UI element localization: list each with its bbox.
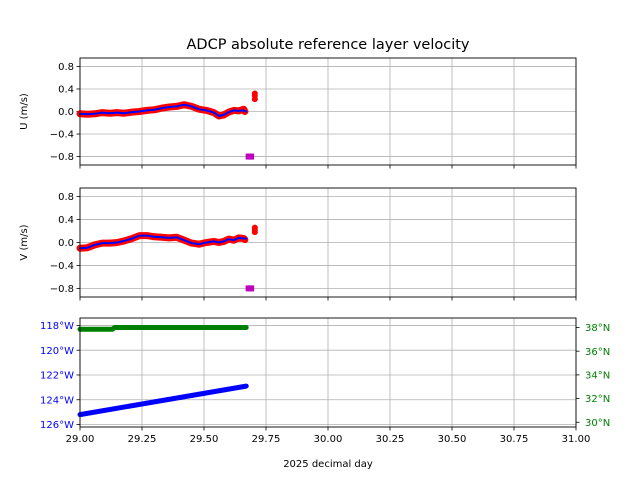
- blue-line-series: [79, 234, 248, 250]
- red-dot-point: [251, 224, 258, 231]
- y-tick-label: 120°W: [40, 346, 74, 357]
- position-panel: 29.00 29.25 29.50 29.75 30.00 30.25 30.50 30.75…: [40, 317, 610, 470]
- x-tick-label: 30.00: [314, 434, 343, 445]
- x-tick-label: 30.25: [376, 434, 405, 445]
- x-tick-label: 29.00: [66, 434, 95, 445]
- right-y-tick-label: 32°N: [585, 394, 610, 405]
- longitude-track: [77, 383, 249, 418]
- y-tick-label: −0.8: [50, 284, 74, 295]
- plot-frame: [79, 187, 577, 298]
- y-tick-label: 118°W: [40, 321, 74, 332]
- magenta-square-point: [248, 285, 255, 292]
- magenta-square-point: [248, 153, 255, 160]
- x-tick-label: 31.00: [562, 434, 591, 445]
- y-tick-label: 126°W: [40, 420, 74, 431]
- y-tick-label: 0.8: [58, 192, 74, 203]
- y-tick-label: 0.4: [58, 85, 74, 96]
- y-axis-label: V (m/s): [19, 224, 30, 260]
- right-y-tick-label: 38°N: [585, 323, 610, 334]
- x-tick-label: 30.50: [438, 434, 467, 445]
- chart-title: ADCP absolute reference layer velocity: [186, 37, 469, 53]
- y-tick-label: 0.0: [58, 107, 74, 118]
- x-tick-label: 29.50: [190, 434, 219, 445]
- y-tick-label: 0.4: [58, 215, 74, 226]
- plot-frame: [79, 57, 577, 166]
- y-tick-label: 0.8: [58, 62, 74, 73]
- red-dot-point: [251, 90, 258, 97]
- x-axis-label: 2025 decimal day: [283, 459, 373, 470]
- y-tick-label: −0.8: [50, 152, 74, 163]
- blue-line-series: [79, 103, 248, 117]
- y-tick-label: 0.0: [58, 238, 74, 249]
- right-y-tick-label: 36°N: [585, 347, 610, 358]
- latitude-track: [77, 325, 249, 332]
- y-tick-label: −0.4: [50, 261, 74, 272]
- y-tick-label: 122°W: [40, 371, 74, 382]
- right-y-tick-label: 30°N: [585, 418, 610, 429]
- x-tick-label: 29.25: [128, 434, 157, 445]
- y-axis-label: U (m/s): [19, 93, 30, 130]
- plot-frame: [79, 317, 577, 428]
- x-tick-label: 29.75: [252, 434, 281, 445]
- v-velocity-panel: −0.8 −0.4 0.0 0.4 0.8 V (m/s): [19, 187, 577, 301]
- y-tick-label: 124°W: [40, 395, 74, 406]
- x-tick-label: 30.75: [500, 434, 529, 445]
- right-y-tick-label: 34°N: [585, 370, 610, 381]
- y-tick-label: −0.4: [50, 130, 74, 141]
- u-velocity-panel: −0.8 −0.4 0.0 0.4 0.8 U (m/s): [19, 57, 577, 169]
